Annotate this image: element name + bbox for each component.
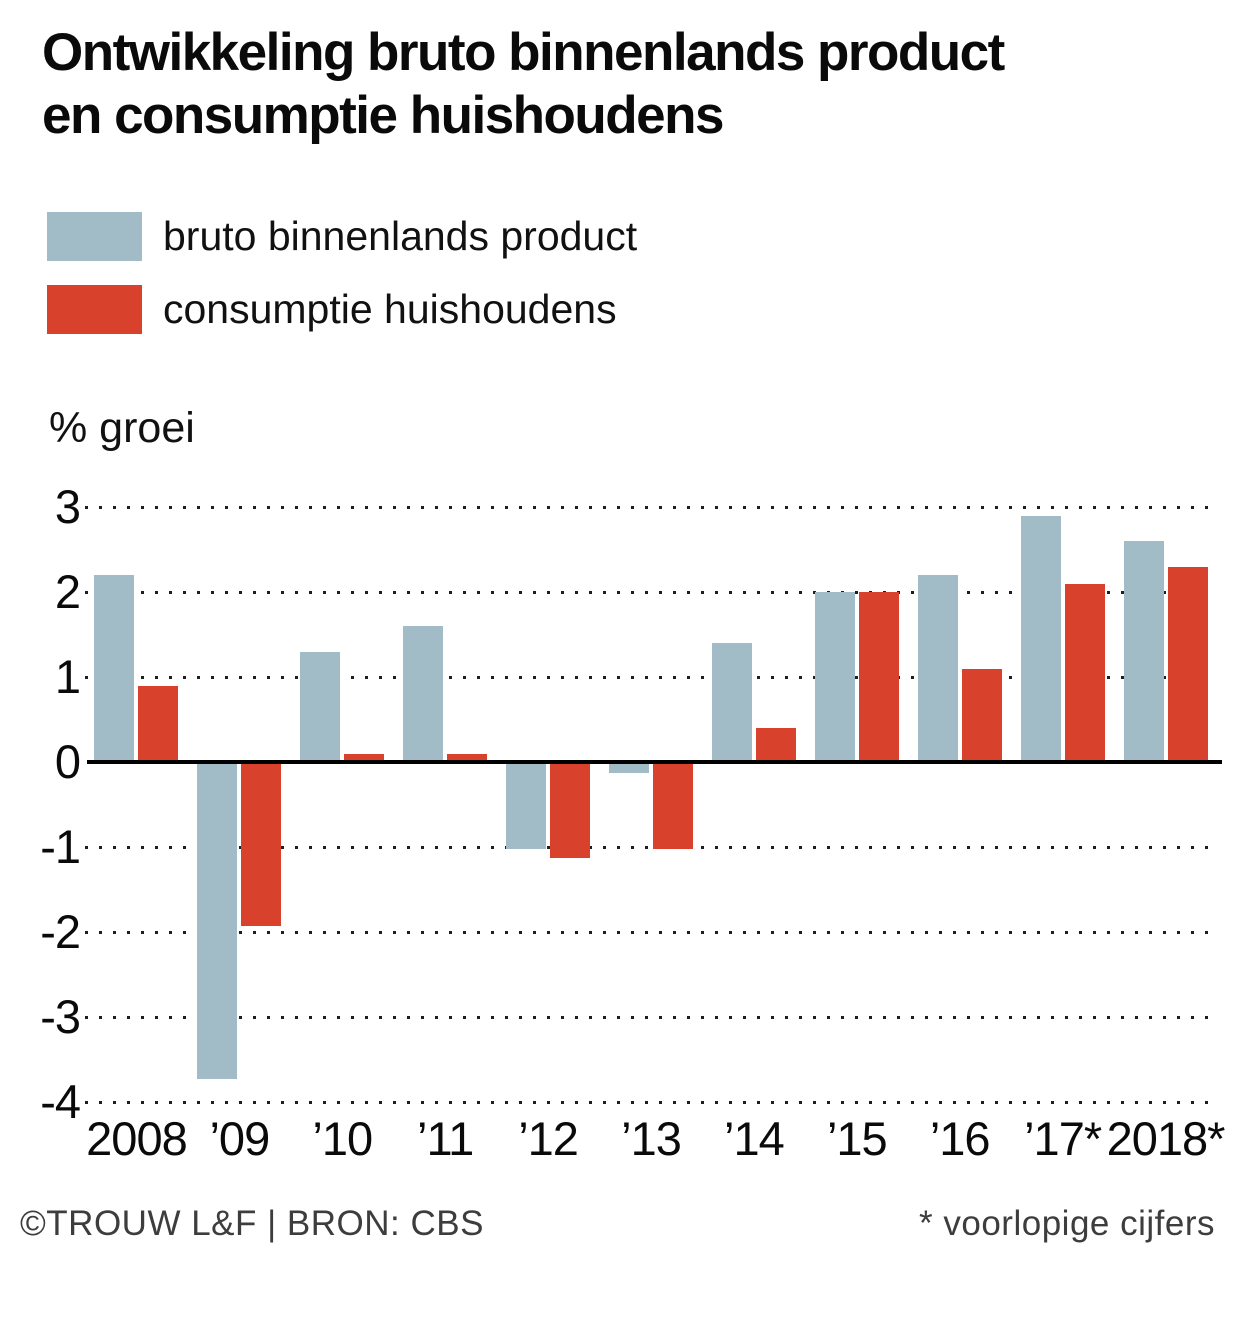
bar-gdp-14 bbox=[711, 643, 752, 762]
y-tick-label-0: 0 bbox=[54, 735, 81, 788]
legend: bruto binnenlands product consumptie hui… bbox=[47, 211, 637, 357]
bar-gdp-16 bbox=[917, 575, 958, 762]
legend-swatch-consumption bbox=[47, 284, 142, 334]
gridline-1 bbox=[85, 676, 1217, 679]
bar-consumption-10 bbox=[344, 753, 385, 762]
bar-gdp-13 bbox=[609, 764, 649, 773]
chart-title-line1: Ontwikkeling bruto binnenlands product bbox=[42, 23, 1005, 82]
bar-consumption-11 bbox=[447, 753, 488, 762]
x-tick-label-13: ’13 bbox=[621, 1112, 682, 1165]
legend-item-consumption: consumptie huishoudens bbox=[47, 284, 637, 334]
footnote-preliminary-figures: * voorlopige cijfers bbox=[919, 1204, 1215, 1243]
y-tick-label-1: 1 bbox=[54, 650, 81, 703]
legend-swatch-gdp bbox=[47, 211, 142, 261]
legend-item-gdp: bruto binnenlands product bbox=[47, 211, 637, 261]
x-tick-label-17: ’17* bbox=[1024, 1112, 1102, 1165]
bar-consumption-13 bbox=[653, 764, 693, 849]
bar-consumption-15 bbox=[858, 592, 899, 762]
x-tick-label-12: ’12 bbox=[518, 1112, 579, 1165]
x-tick-label-09: ’09 bbox=[209, 1112, 270, 1165]
gridline--2 bbox=[85, 931, 1217, 934]
bar-consumption-2018 bbox=[1167, 566, 1208, 762]
x-axis-zero-line bbox=[87, 760, 1222, 764]
y-tick-label--2: -2 bbox=[40, 905, 81, 958]
gridline--1 bbox=[85, 846, 1217, 849]
gridline-3 bbox=[85, 506, 1217, 509]
x-tick-label-2018: 2018* bbox=[1106, 1112, 1226, 1165]
gridline-2 bbox=[85, 591, 1217, 594]
gridline--3 bbox=[85, 1016, 1217, 1019]
legend-label-consumption: consumptie huishoudens bbox=[163, 285, 617, 332]
x-tick-label-2008: 2008 bbox=[86, 1112, 188, 1165]
bar-consumption-12 bbox=[550, 764, 591, 858]
legend-label-gdp: bruto binnenlands product bbox=[163, 212, 638, 259]
chart-title: Ontwikkeling bruto binnenlands product e… bbox=[42, 22, 1005, 147]
y-tick-label-3: 3 bbox=[54, 480, 81, 533]
y-tick-label--4: -4 bbox=[40, 1075, 81, 1128]
bar-gdp-2008 bbox=[94, 575, 135, 762]
x-tick-label-11: ’11 bbox=[417, 1112, 474, 1165]
bar-gdp-09 bbox=[197, 764, 238, 1079]
bar-gdp-11 bbox=[403, 626, 444, 762]
bar-consumption-2008 bbox=[138, 685, 179, 762]
y-tick-label--3: -3 bbox=[40, 990, 81, 1043]
chart-title-line2: en consumptie huishoudens bbox=[42, 85, 725, 145]
y-tick-label-2: 2 bbox=[54, 565, 81, 618]
bar-gdp-17 bbox=[1020, 515, 1061, 762]
y-tick-label--1: -1 bbox=[40, 820, 81, 873]
x-tick-label-10: ’10 bbox=[312, 1112, 373, 1165]
bar-gdp-12 bbox=[506, 764, 547, 849]
bar-consumption-14 bbox=[755, 728, 796, 762]
bar-consumption-09 bbox=[241, 764, 282, 926]
source-credit: ©TROUW L&F | BRON: CBS bbox=[20, 1204, 484, 1243]
gridline--4 bbox=[85, 1101, 1217, 1104]
y-axis-title: % groei bbox=[49, 404, 195, 452]
bar-gdp-2018 bbox=[1123, 541, 1164, 762]
x-tick-label-16: ’16 bbox=[929, 1112, 991, 1165]
bar-gdp-15 bbox=[814, 592, 855, 762]
bar-consumption-17 bbox=[1064, 583, 1105, 762]
x-tick-label-14: ’14 bbox=[724, 1112, 785, 1165]
x-tick-label-15: ’15 bbox=[826, 1112, 888, 1165]
bar-consumption-16 bbox=[961, 668, 1002, 762]
bar-gdp-10 bbox=[300, 651, 341, 762]
